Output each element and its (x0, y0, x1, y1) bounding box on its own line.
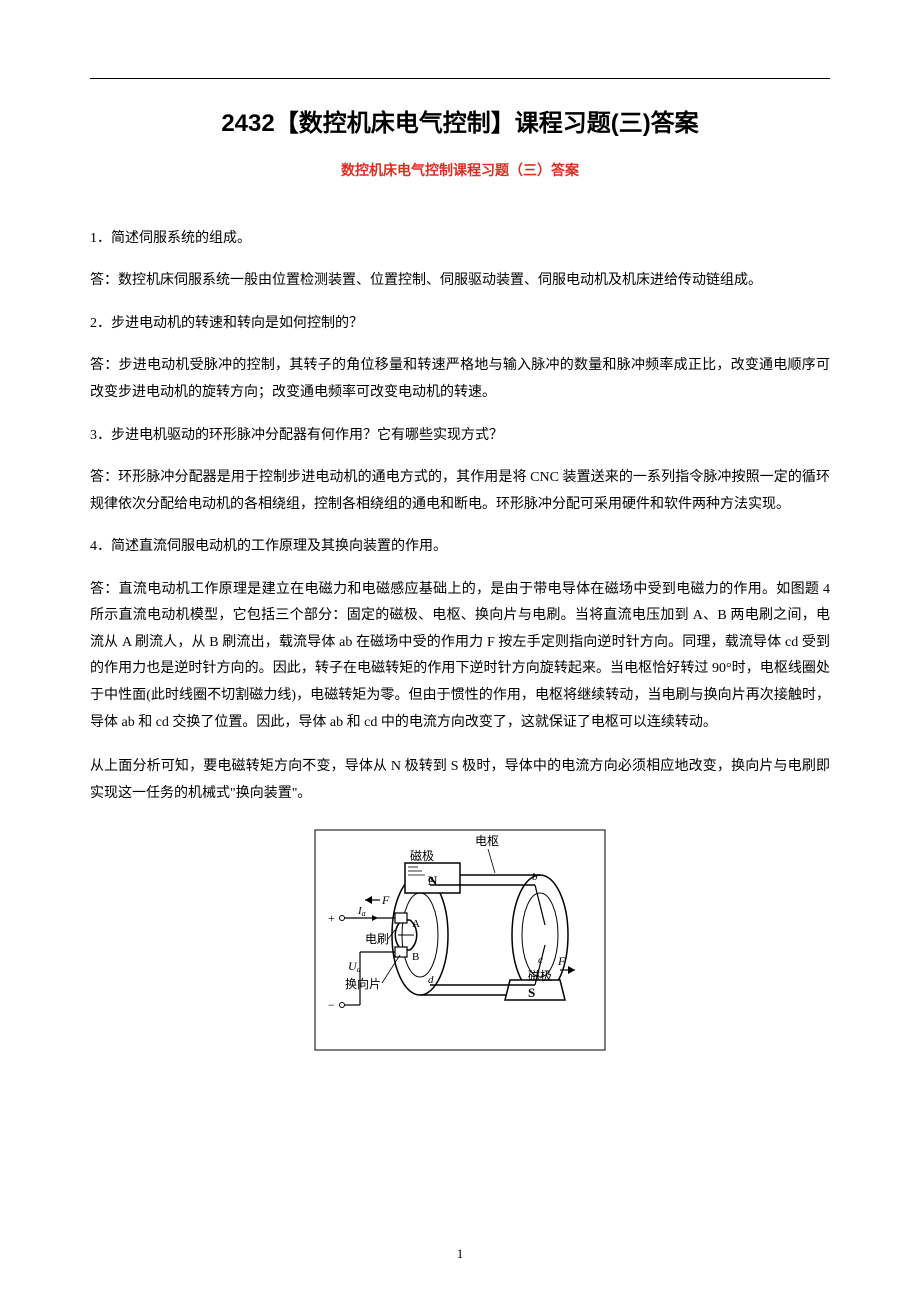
page-subtitle: 数控机床电气控制课程习题（三）答案 (90, 160, 830, 180)
answer-1: 答：数控机床伺服系统一般由位置检测装置、位置控制、伺服驱动装置、伺服电动机及机床… (90, 268, 830, 295)
current-label: Ia (357, 905, 366, 918)
label-A: A (412, 918, 420, 930)
commutator-label: 换向片 (345, 976, 381, 991)
brush-label: 电刷 (365, 932, 389, 946)
question-4: 4．简述直流伺服电动机的工作原理及其换向装置的作用。 (90, 536, 830, 558)
dc-motor-figure: + − F Ia 电枢 磁极 N S 磁极 电刷 Ua (310, 825, 610, 1060)
figure-container: + − F Ia 电枢 磁极 N S 磁极 电刷 Ua (90, 825, 830, 1060)
question-1: 1．简述伺服系统的组成。 (90, 228, 830, 250)
answer-4: 答：直流电动机工作原理是建立在电磁力和电磁感应基础上的，是由于带电导体在磁场中受… (90, 577, 830, 737)
pole-s-label: 磁极 (528, 968, 552, 983)
answer-3: 答：环形脉冲分配器是用于控制步进电动机的通电方式的，其作用是将 CNC 装置送来… (90, 465, 830, 518)
force-label-1: F (381, 893, 390, 907)
question-3: 3．步进电机驱动的环形脉冲分配器有何作用？它有哪些实现方式？ (90, 425, 830, 447)
force-label-2: F (557, 954, 566, 968)
answer-2: 答：步进电动机受脉冲的控制，其转子的角位移量和转速严格地与输入脉冲的数量和脉冲频… (90, 353, 830, 406)
label-B: B (412, 951, 419, 963)
dc-motor-diagram: + − F Ia 电枢 磁极 N S 磁极 电刷 Ua (310, 825, 610, 1055)
question-2: 2．步进电动机的转速和转向是如何控制的？ (90, 313, 830, 335)
page-title: 2432【数控机床电气控制】课程习题(三)答案 (90, 103, 830, 138)
label-b: b (532, 871, 538, 883)
label-d: d (428, 974, 434, 986)
label-c: c (538, 954, 543, 966)
terminal-minus: − (328, 998, 335, 1012)
s-label: S (528, 985, 535, 1000)
answer-4-p2: 从上面分析可知，要电磁转矩方向不变，导体从 N 极转到 S 极时，导体中的电流方… (90, 754, 830, 807)
label-a: a (428, 873, 434, 885)
terminal-plus: + (328, 911, 335, 925)
pole-n-label: 磁极 (410, 848, 434, 863)
page-number: 1 (457, 1246, 464, 1262)
voltage-label: Ua (348, 959, 361, 974)
armature-label: 电枢 (475, 833, 499, 848)
header-divider (90, 78, 830, 79)
